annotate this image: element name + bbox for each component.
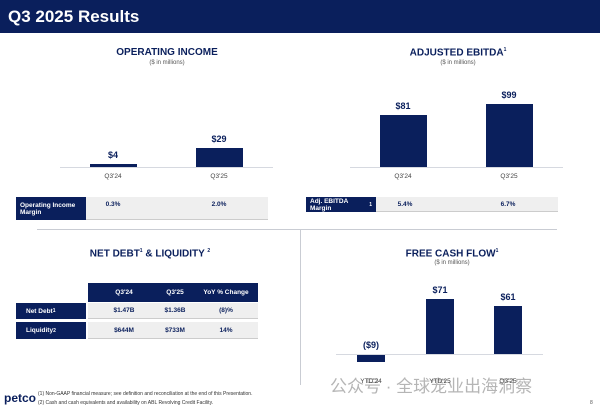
operating-income-margin-q3-24: 0.3% [105,201,121,208]
net-debt-table-header [88,283,258,302]
liquidity-q3-25: $733M [165,327,185,334]
tick-label: YTD'25 [429,378,451,385]
operating-income-margin-row [86,197,268,220]
data-label: $4 [107,150,119,161]
net-debt-yoy: (8)% [219,307,233,314]
header-bar [0,0,600,33]
chart-axis [350,167,563,168]
ebitda-margin-label: Adj. EBITDA Margin 1 [306,197,376,212]
data-label: $29 [211,134,227,144]
operating-income-title: OPERATING INCOME [116,47,218,58]
operating-income-margin-q3-25: 2.0% [211,201,227,208]
liquidity-q3-24: $644M [114,327,134,334]
tick-label: Q3'25 [500,173,518,180]
ebitda-margin-q3-25: 6.7% [500,201,516,208]
net-debt-q3-24: $1.47B [113,307,135,314]
petco-logo: petco [4,391,37,405]
page-number: 8 [590,400,593,406]
data-label: $71 [432,284,448,295]
data-label: ($9) [362,340,380,350]
vertical-divider [300,230,301,385]
tick-label: YTD'24 [360,378,382,385]
liquidity-yoy: 14% [219,327,233,334]
operating-income-margin-label: Operating Income Margin [16,197,86,220]
tick-label: Q3'24 [104,173,122,180]
net-debt-col-q3-25: Q3'25 [166,289,184,296]
bar-Q3'25 [494,306,522,354]
liquidity-row-label: Liquidity 2 [16,322,86,339]
data-label: $81 [395,101,411,112]
ebitda-margin-row [376,197,558,212]
tick-label: Q3'25 [210,173,228,180]
adjusted-ebitda-title: ADJUSTED EBITDA1 [409,47,507,59]
footnote-1: (1) Non-GAAP financial measure; see defi… [38,391,253,397]
bar-YTD'24 [357,355,385,363]
chart-axis [336,354,543,355]
net-debt-row [88,303,258,319]
liquidity-row [88,322,258,339]
horizontal-divider [37,229,557,230]
ebitda-margin-q3-24: 5.4% [397,201,413,208]
footnote-2: (2) Cash and cash equivalents and availa… [38,400,214,406]
watermark: 公众号 · 全球宠业出海洞察 [330,377,533,396]
bar-Q3'24 [89,164,137,167]
free-cash-flow-title: FREE CASH FLOW1 [405,248,499,260]
adjusted-ebitda-subtitle: ($ in millions) [440,60,476,66]
net-debt-col-q3-24: Q3'24 [115,289,133,296]
bar-Q3'24 [379,115,427,167]
net-debt-q3-25: $1.36B [164,307,186,314]
tick-label: Q3'25 [499,378,517,385]
bar-Q3'25 [485,103,533,167]
bar-YTD'25 [426,298,454,354]
data-label: $99 [501,89,517,100]
net-debt-liquidity-title: NET DEBT1 & LIQUIDITY 2 [89,248,211,260]
tick-label: Q3'24 [394,173,412,180]
net-debt-col-yoy: YoY % Change [203,289,249,296]
chart-axis [60,167,273,168]
bar-Q3'25 [195,148,243,167]
page-title: Q3 2025 Results [8,7,140,26]
free-cash-flow-subtitle: ($ in millions) [434,260,470,266]
net-debt-row-label: Net Debt 1 [16,303,86,319]
operating-income-subtitle: ($ in millions) [149,60,185,66]
data-label: $61 [500,292,516,303]
